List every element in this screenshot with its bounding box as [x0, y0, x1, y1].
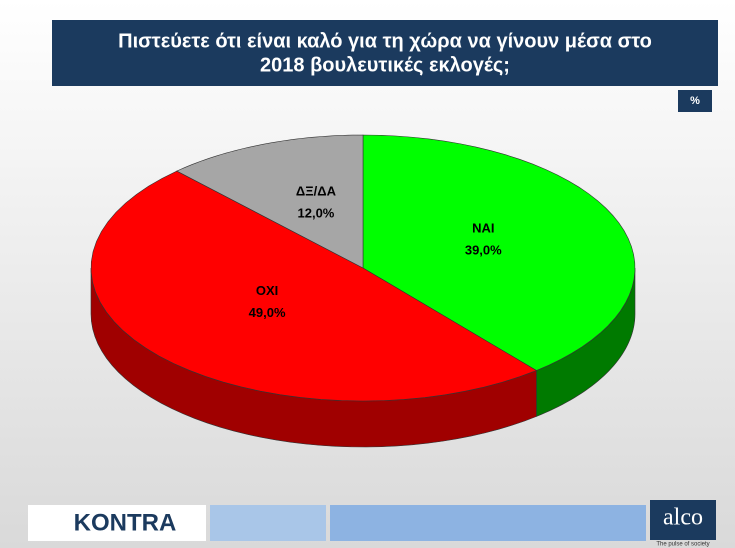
slice-value-label: 39,0% — [465, 242, 502, 257]
slice-label: ΔΞ/ΔΑ — [296, 183, 337, 198]
alco-logo-box — [650, 500, 716, 540]
footer-band — [330, 505, 646, 541]
slice — [90, 170, 538, 402]
slice-label: ΟΧΙ — [256, 283, 278, 298]
alco-tagline: The pulse of society — [656, 542, 709, 548]
slice — [176, 134, 364, 269]
pie: ΝΑΙ 39,0% ΟΧΙ 49,0% ΔΞ/ΔΑ 12,0% — [90, 134, 636, 448]
footer-band — [210, 505, 326, 541]
alco-logo: alco — [663, 505, 703, 531]
chart-title: 2018 βουλευτικές εκλογές; — [260, 54, 510, 76]
slice-value-label: 12,0% — [298, 205, 335, 220]
kontra-logo: KONTRA — [74, 509, 177, 536]
slice — [362, 134, 636, 371]
unit-badge-text: % — [690, 95, 700, 107]
title-bar — [52, 20, 718, 86]
chart-title: Πιστεύετε ότι είναι καλό για τη χώρα να … — [118, 30, 652, 52]
slice-value-label: 49,0% — [249, 305, 286, 320]
footer-logo-box — [28, 505, 206, 541]
slice-label: ΝΑΙ — [472, 220, 494, 235]
unit-badge — [678, 90, 712, 112]
